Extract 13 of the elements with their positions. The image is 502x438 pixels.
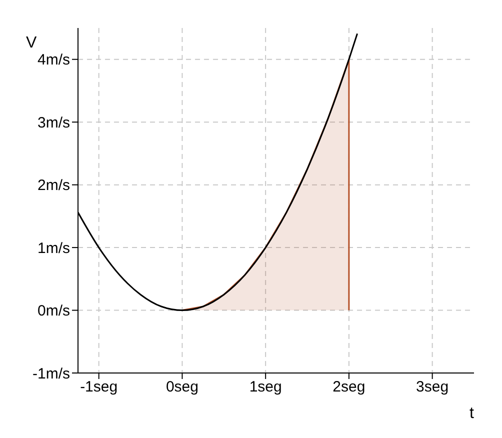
y-tick-label: 3m/s bbox=[37, 114, 70, 132]
y-tick-label: 4m/s bbox=[37, 52, 70, 69]
y-tick-label: -1m/s bbox=[32, 365, 70, 382]
y-axis-title: V bbox=[26, 34, 37, 52]
x-tick-label: 1seg bbox=[249, 378, 282, 396]
x-tick-label: 2seg bbox=[332, 378, 366, 396]
y-tick-label: 0m/s bbox=[37, 302, 70, 320]
y-tick-label: 2m/s bbox=[37, 177, 70, 194]
y-tick-label: 1m/s bbox=[37, 240, 70, 257]
x-tick-label: 0seg bbox=[166, 378, 198, 396]
x-tick-label: 3seg bbox=[416, 378, 449, 396]
x-axis-title: t bbox=[470, 405, 475, 422]
x-tick-label: -1seg bbox=[80, 378, 118, 396]
